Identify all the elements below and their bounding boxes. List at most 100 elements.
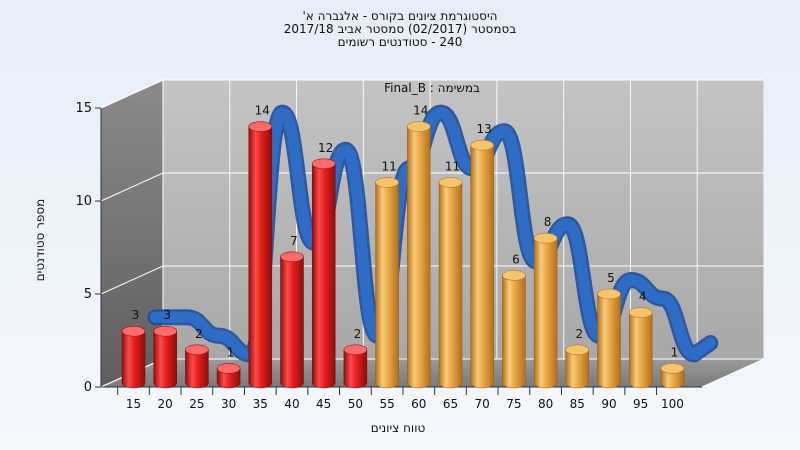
bar-failing bbox=[121, 325, 146, 389]
bar-passing bbox=[470, 139, 495, 389]
bar-body bbox=[153, 330, 177, 389]
bar-top bbox=[502, 270, 526, 281]
grid-line-side bbox=[100, 172, 164, 202]
x-axis-title: טווח ציונים bbox=[371, 421, 426, 435]
bar-top bbox=[248, 121, 273, 132]
bar-top bbox=[311, 158, 336, 170]
bar-passing bbox=[375, 177, 399, 389]
bar-value-label: 11 bbox=[381, 159, 396, 173]
bar-value-label: 8 bbox=[544, 215, 552, 229]
bar-passing bbox=[502, 270, 526, 389]
bar-value-label: 1 bbox=[227, 345, 235, 359]
bar-failing bbox=[216, 363, 241, 389]
bar-body bbox=[343, 349, 368, 389]
bar-value-label: 12 bbox=[318, 141, 333, 155]
bar-passing bbox=[533, 232, 558, 389]
x-tick-label: 40 bbox=[284, 397, 299, 411]
x-tick-label: 75 bbox=[506, 397, 521, 411]
chart-subtitle-line-1: בסמסטר (02/2017) סמסטר אביב 2017/18 bbox=[283, 22, 517, 36]
bar-top bbox=[153, 325, 177, 337]
bar-value-label: 3 bbox=[132, 308, 140, 322]
x-tick-label: 20 bbox=[158, 397, 173, 411]
chart-subtitle-line-2: 240 - סטודנטים רשומים bbox=[337, 35, 463, 49]
bar-body bbox=[280, 256, 304, 389]
bar-value-label: 13 bbox=[477, 122, 492, 136]
bar-failing bbox=[280, 251, 304, 389]
x-tick-label: 70 bbox=[475, 397, 490, 411]
bar-body bbox=[311, 163, 336, 389]
bar-value-label: 11 bbox=[445, 159, 460, 173]
x-tick-label: 35 bbox=[253, 397, 268, 411]
bar-body bbox=[660, 368, 685, 389]
grid-line-side bbox=[100, 265, 164, 295]
bar-top bbox=[438, 177, 463, 188]
x-tick-label: 100 bbox=[661, 397, 684, 411]
bar-passing bbox=[438, 177, 463, 389]
bar-body bbox=[565, 349, 590, 389]
chart-title: היסטוגרמת ציונים בקורס - אלגברה א' bbox=[302, 9, 498, 23]
bar-passing bbox=[406, 121, 431, 389]
bar-body bbox=[533, 237, 558, 389]
y-tick-label: 0 bbox=[84, 380, 92, 395]
x-tick-label: 45 bbox=[316, 397, 331, 411]
y-tick-label: 10 bbox=[75, 194, 92, 209]
bar-top bbox=[185, 344, 209, 356]
bar-failing bbox=[185, 344, 209, 389]
bar-passing bbox=[628, 307, 653, 389]
bar-top bbox=[660, 363, 685, 374]
bar-body bbox=[375, 182, 399, 389]
bar-body bbox=[502, 275, 526, 389]
x-tick-label: 80 bbox=[538, 397, 553, 411]
x-tick-label: 25 bbox=[189, 397, 204, 411]
bar-top bbox=[121, 325, 146, 337]
bar-top bbox=[343, 344, 368, 356]
bar-top bbox=[565, 344, 590, 356]
bar-value-label: 6 bbox=[512, 252, 520, 266]
grid-line-side bbox=[100, 79, 164, 109]
bar-value-label: 7 bbox=[290, 234, 298, 248]
bar-body bbox=[438, 182, 463, 389]
bar-failing bbox=[153, 325, 177, 389]
bar-value-label: 2 bbox=[354, 327, 362, 341]
bar-value-label: 2 bbox=[575, 327, 583, 341]
bar-failing bbox=[248, 121, 273, 389]
y-tick-label: 15 bbox=[75, 101, 92, 116]
x-tick-label: 65 bbox=[443, 397, 458, 411]
bar-value-label: 5 bbox=[607, 271, 615, 285]
x-tick-label: 95 bbox=[633, 397, 648, 411]
bar-passing bbox=[660, 363, 685, 389]
bar-value-label: 1 bbox=[671, 345, 679, 359]
chart-title-block: היסטוגרמת ציונים בקורס - אלגברה א' בסמסט… bbox=[0, 10, 800, 49]
bar-top bbox=[470, 139, 495, 151]
y-tick-label: 5 bbox=[84, 287, 92, 302]
x-tick-label: 55 bbox=[379, 397, 394, 411]
bar-value-label: 2 bbox=[195, 327, 203, 341]
bar-body bbox=[248, 126, 273, 389]
bar-passing bbox=[597, 288, 621, 389]
bar-value-label: 4 bbox=[639, 290, 647, 304]
bar-body bbox=[597, 293, 621, 389]
bar-top bbox=[375, 177, 399, 188]
bar-body bbox=[216, 368, 241, 389]
x-tick-label: 85 bbox=[570, 397, 585, 411]
bar-failing bbox=[311, 158, 336, 389]
bar-failing bbox=[343, 344, 368, 389]
x-tick-label: 15 bbox=[126, 397, 141, 411]
bar-top bbox=[280, 251, 304, 263]
x-tick-label: 60 bbox=[411, 397, 426, 411]
bar-top bbox=[533, 232, 558, 244]
bar-top bbox=[597, 288, 621, 300]
bar-body bbox=[407, 126, 431, 389]
bar-value-label: 14 bbox=[413, 104, 428, 118]
bar-body bbox=[628, 312, 653, 389]
bar-value-label: 3 bbox=[163, 308, 171, 322]
y-axis-title: מספר סטודנטים bbox=[33, 199, 47, 282]
bar-passing bbox=[565, 344, 590, 389]
bar-top bbox=[216, 363, 241, 374]
bar-body bbox=[185, 349, 209, 389]
bar-body bbox=[470, 144, 494, 389]
x-tick-label: 30 bbox=[221, 397, 236, 411]
bar-body bbox=[121, 330, 146, 389]
